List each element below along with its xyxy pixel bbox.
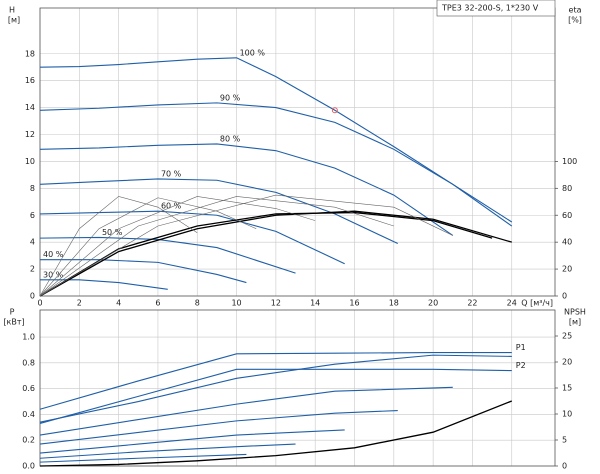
y-tick-label: 0.4 [22,410,35,419]
x-tick-label: 14 [310,299,320,308]
y-tick-label: 0 [30,292,35,301]
series-line [39,368,512,424]
y-tick-label: 8 [30,184,35,193]
y-tick-label: 18 [25,49,35,58]
chart-title: TPE3 32-200-S, 1*230 V [441,4,539,13]
x-tick-label: 24 [507,299,517,308]
series-line [39,386,453,436]
x-tick-label: 12 [271,299,281,308]
series-line [39,197,257,297]
series-line [39,102,513,227]
series-line [39,443,296,459]
series-line [39,210,512,297]
x-axis-label: Q [м³/ч] [521,299,553,308]
y2-tick-label: 15 [562,384,572,393]
x-tick-label: 0 [37,299,42,308]
series-label: 100 % [240,48,266,57]
series-label: 60 % [161,202,182,211]
y2-tick-label: 0 [562,462,567,471]
series-line [39,194,453,297]
y-tick-label: 16 [25,76,35,85]
series-label: 70 % [161,169,182,178]
series-label: 40 % [43,250,64,259]
duty-point [331,107,338,114]
x-tick-label: 8 [195,299,200,308]
series-line [39,410,398,445]
series-line [39,211,493,297]
y-axis-unit: [м] [8,16,20,25]
y-axis-label: P [10,308,15,317]
x-tick-label: 22 [467,299,477,308]
y-tick-label: 10 [25,157,35,166]
series-line [39,400,512,467]
title-box [436,0,556,17]
series-line [39,196,316,297]
y2-tick-label: 25 [562,332,572,341]
y2-tick-label: 100 [562,157,577,166]
y-tick-label: 6 [30,211,35,220]
y-tick-label: 0.2 [22,436,35,445]
y-tick-label: 0.6 [22,384,35,393]
y-tick-label: 4 [30,238,35,247]
x-tick-label: 2 [77,299,82,308]
y2-tick-label: 5 [562,436,567,445]
series-line [39,210,345,265]
x-tick-label: 10 [231,299,241,308]
x-tick-label: 18 [389,299,399,308]
series-label: 90 % [220,93,241,102]
y-axis-unit: [кВт] [3,318,24,327]
y2-tick-label: 0 [562,292,567,301]
series-line [39,143,454,236]
x-tick-label: 20 [428,299,438,308]
y-tick-label: 2 [30,265,35,274]
y-tick-label: 0.8 [22,358,35,367]
y2-tick-label: 40 [562,238,572,247]
y-tick-label: 0.0 [22,462,35,471]
y2-axis-label: NPSH [564,308,586,317]
y2-tick-label: 60 [562,211,572,220]
series-line [39,196,198,297]
x-tick-label: 4 [116,299,121,308]
y-tick-label: 14 [25,103,35,112]
y2-axis-label: eta [569,6,582,15]
series-line [40,259,247,284]
series-line [39,352,512,410]
y2-axis-unit: [м] [569,318,581,327]
series-label: 30 % [43,270,64,279]
y2-tick-label: 10 [562,410,572,419]
series-line [39,236,296,274]
series-label: P2 [516,361,526,370]
y2-tick-label: 80 [562,184,572,193]
series-label: P1 [516,343,526,352]
y2-axis-unit: [%] [568,16,582,25]
plot-frame [39,309,556,467]
series-label: 80 % [220,134,241,143]
series-line [39,196,394,297]
series-line [40,279,168,290]
series-line [39,57,513,223]
y2-tick-label: 20 [562,265,572,274]
y-tick-label: 12 [25,130,35,139]
series-line [39,429,345,454]
y-axis-label: H [9,6,15,15]
series-label: 50 % [102,228,123,237]
plot-frame [39,7,556,297]
x-tick-label: 16 [349,299,359,308]
series-line [39,453,247,463]
y-tick-label: 1.0 [22,333,35,342]
x-tick-label: 6 [155,299,160,308]
series-line [39,354,512,423]
series-line [39,178,398,245]
y2-tick-label: 20 [562,358,572,367]
